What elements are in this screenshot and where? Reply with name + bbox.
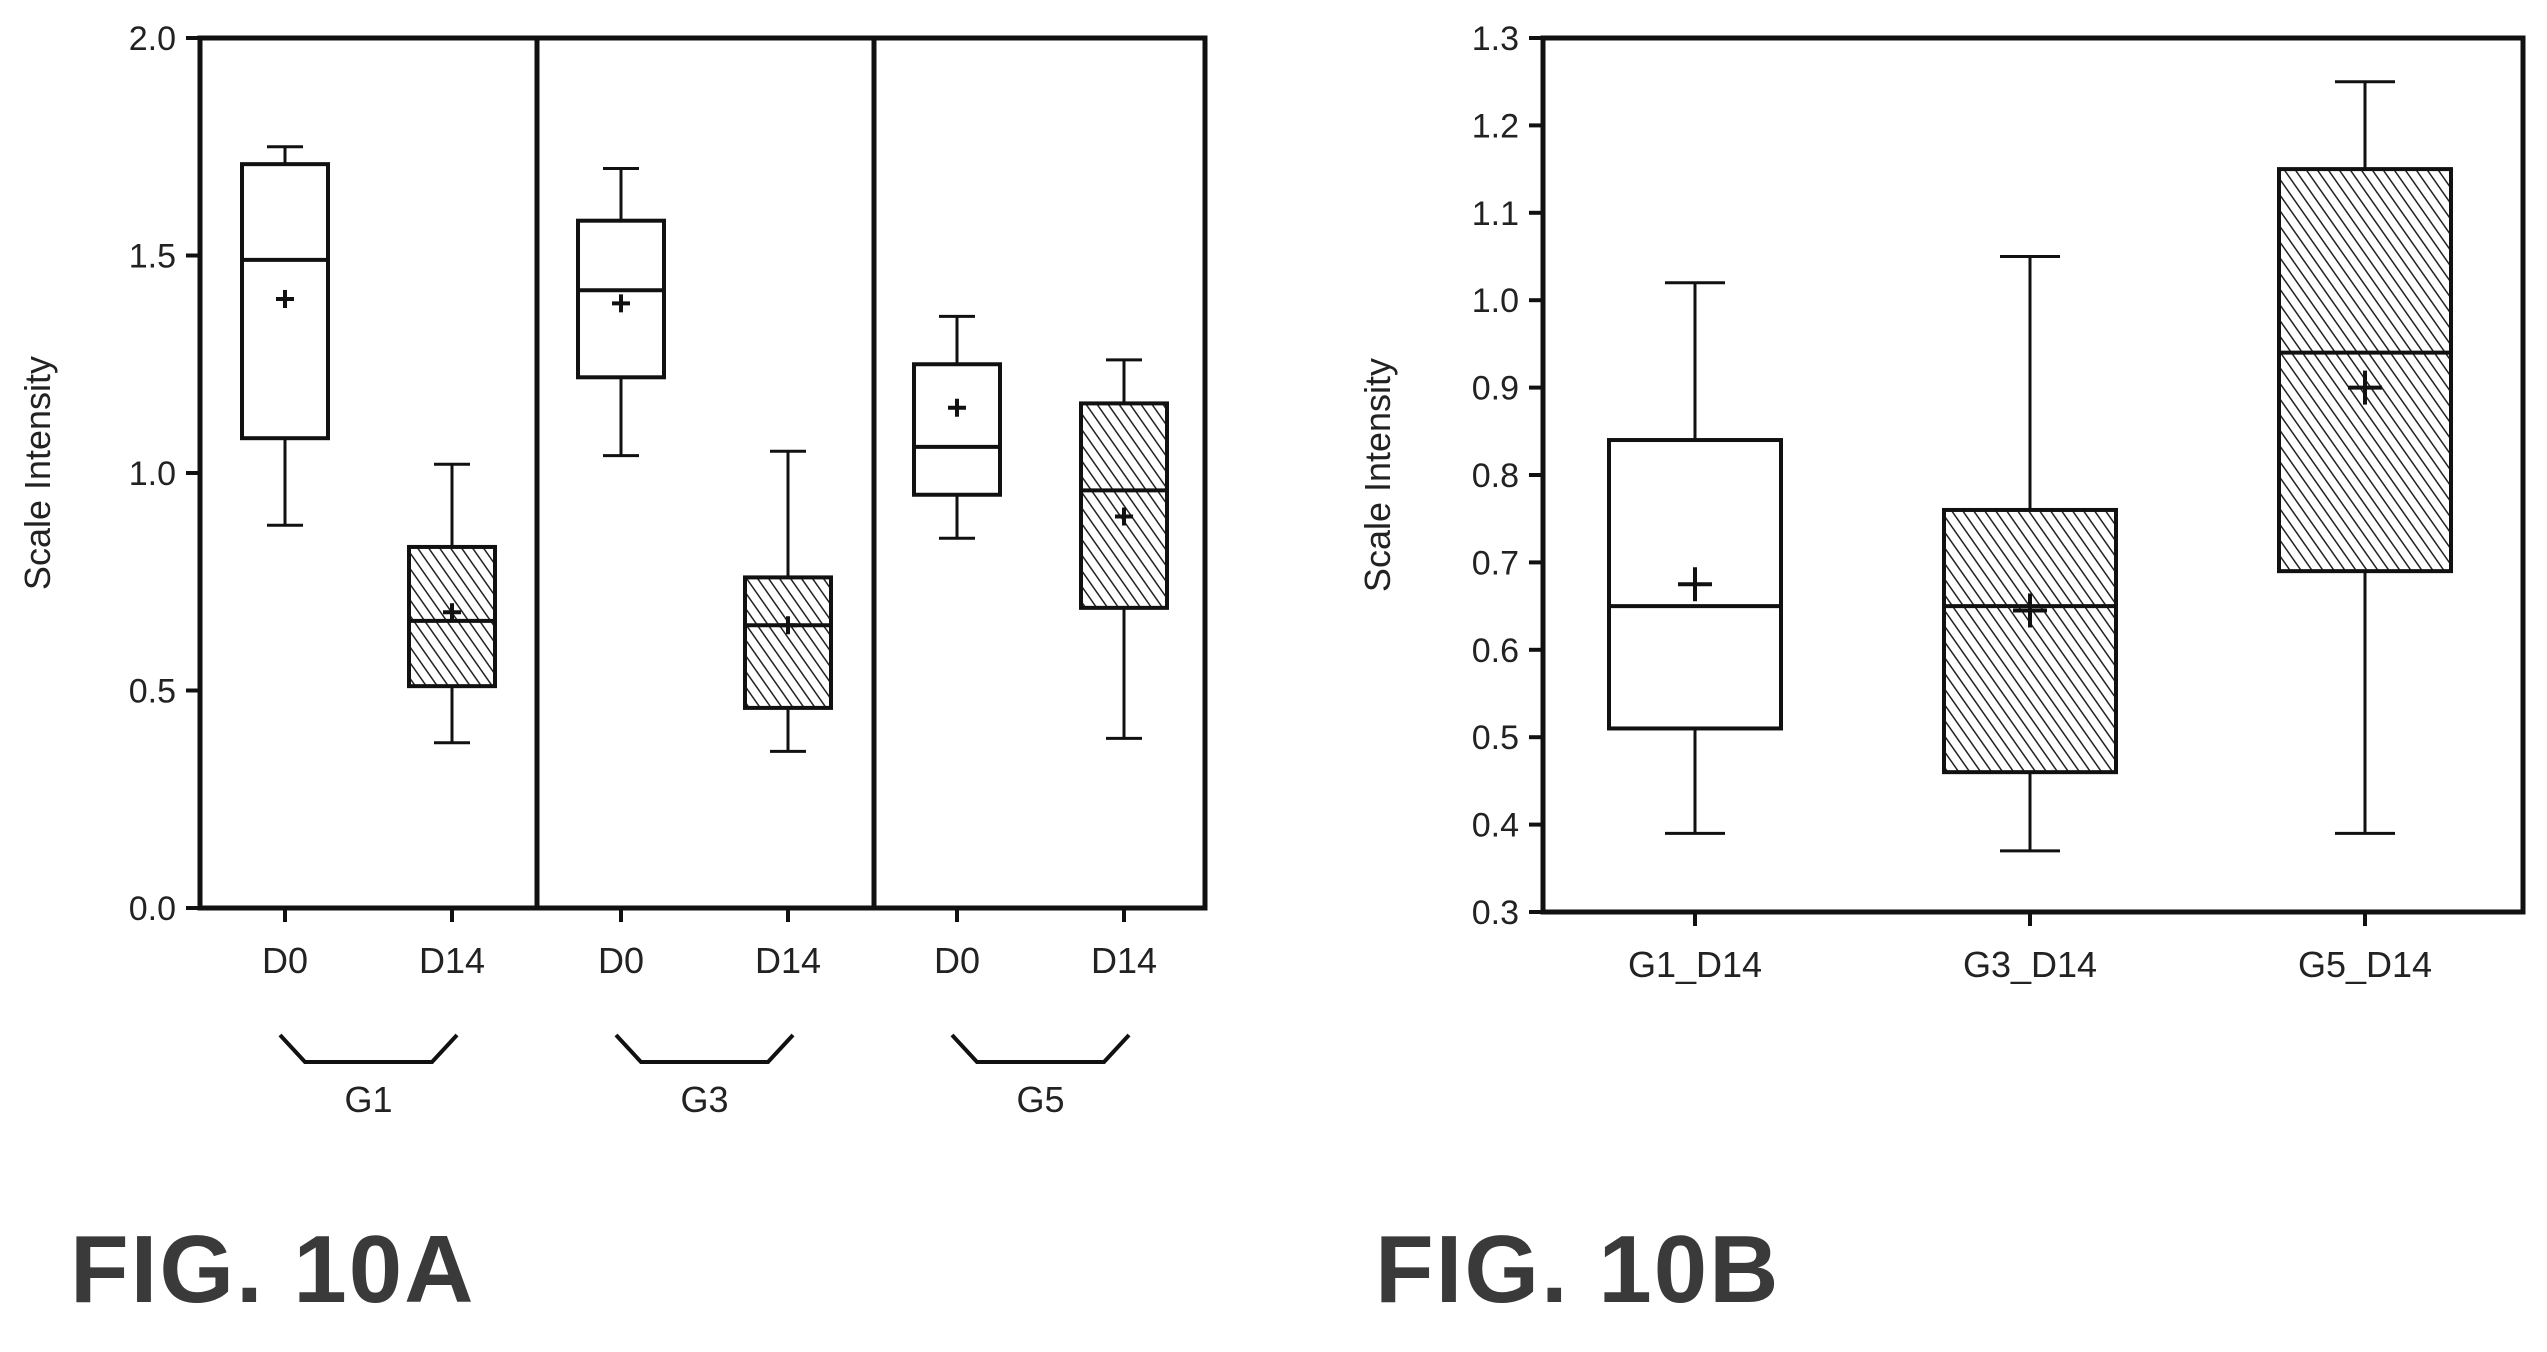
x-tick-label: D14 — [419, 940, 485, 981]
y-tick-label: 1.0 — [1472, 282, 1519, 320]
y-axis-label: Scale Intensity — [1357, 358, 1398, 592]
y-tick-label: 1.5 — [129, 238, 176, 276]
x-tick-label: D0 — [598, 940, 644, 981]
x-tick-label: G3_D14 — [1963, 944, 2097, 985]
y-tick-label: 0.0 — [129, 890, 176, 928]
box-iqr — [912, 362, 1002, 497]
y-tick-label: 0.6 — [1472, 632, 1519, 670]
chart-10a: 0.0 0.5 1.0 1.5 2.0 Scale Intensity D0 D14 D0 D14… — [17, 20, 1208, 1120]
box-iqr — [743, 575, 833, 710]
group-bracket — [278, 1033, 459, 1064]
y-tick-label: 0.3 — [1472, 894, 1519, 932]
y-tick-label: 0.9 — [1472, 370, 1519, 408]
y-tick-label: 0.5 — [129, 673, 176, 711]
y-tick-label: 0.7 — [1472, 544, 1519, 582]
x-tick-label: D0 — [262, 940, 308, 981]
y-tick-label: 1.0 — [129, 455, 176, 493]
x-tick-label: D14 — [755, 940, 821, 981]
y-tick-label: 0.5 — [1472, 719, 1519, 757]
x-tick-label: G5_D14 — [2298, 944, 2432, 985]
box-iqr — [1942, 507, 2118, 775]
y-tick-label: 1.3 — [1472, 20, 1519, 58]
chart-10b: 0.3 0.4 0.5 0.6 0.7 0.8 0.9 1.0 1.1 1.2 1.3 Scale I… — [1357, 20, 2526, 985]
figure-caption-10b: FIG. 10B — [1375, 1216, 1781, 1323]
group-label: G5 — [1016, 1079, 1064, 1120]
group-label: G1 — [344, 1079, 392, 1120]
y-tick-label: 0.8 — [1472, 457, 1519, 495]
y-axis-label: Scale Intensity — [17, 356, 58, 590]
box-iqr — [1079, 401, 1169, 610]
y-tick-label: 1.2 — [1472, 107, 1519, 145]
group-bracket — [614, 1033, 795, 1064]
x-tick-label: D0 — [934, 940, 980, 981]
plot-frame — [197, 35, 1208, 911]
x-tick-label: D14 — [1091, 940, 1157, 981]
y-tick-label: 2.0 — [129, 20, 176, 58]
figure-caption-10a: FIG. 10A — [70, 1216, 476, 1323]
x-tick-label: G1_D14 — [1628, 944, 1762, 985]
box-iqr — [2277, 167, 2453, 574]
y-tick-label: 0.4 — [1472, 807, 1519, 845]
y-tick-label: 1.1 — [1472, 195, 1519, 233]
group-bracket — [950, 1033, 1131, 1064]
group-label: G3 — [680, 1079, 728, 1120]
